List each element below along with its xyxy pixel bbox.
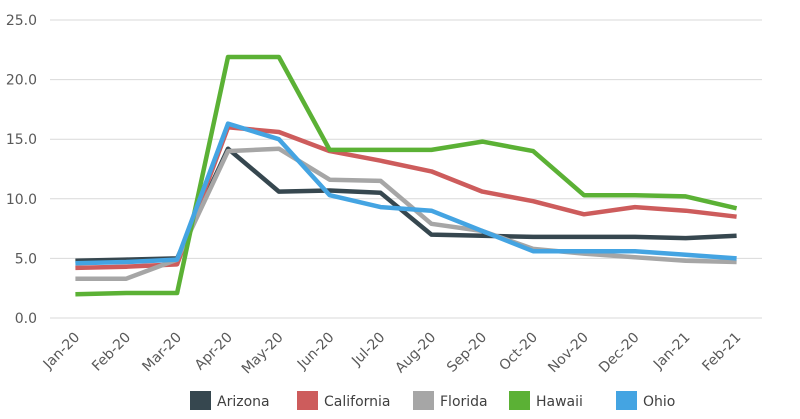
legend-swatch (190, 391, 211, 410)
x-tick-label: Mar-20 (139, 330, 185, 376)
x-tick-label: Jul-20 (348, 330, 388, 370)
x-tick-label: Dec-20 (596, 330, 643, 377)
x-axis-ticks: Jan-20 Feb-20 Mar-20 Apr-20 May-20 Jun-20 Jul-… (40, 330, 745, 378)
legend-swatch (616, 391, 637, 410)
y-tick-label: 0.0 (15, 311, 37, 327)
y-axis-ticks: 0.0 5.0 10.0 15.0 20.0 25.0 (6, 13, 37, 327)
series-line-ohio (75, 121, 737, 266)
y-tick-label: 10.0 (6, 192, 37, 208)
legend-label: California (324, 394, 390, 410)
legend-label: Ohio (643, 394, 675, 410)
x-tick-label: Jan-21 (650, 330, 693, 373)
x-tick-label: Feb-21 (699, 330, 744, 375)
legend-item-florida: Florida (413, 391, 488, 410)
legend: Arizona California Florida Hawaii Ohio (190, 391, 675, 410)
x-tick-label: May-20 (239, 330, 287, 378)
y-tick-label: 20.0 (6, 73, 37, 89)
y-tick-label: 5.0 (15, 251, 37, 267)
legend-swatch (509, 391, 530, 410)
x-tick-label: Jan-20 (40, 330, 83, 373)
legend-label: Arizona (217, 394, 270, 410)
legend-item-hawaii: Hawaii (509, 391, 583, 410)
x-tick-label: Apr-20 (192, 330, 236, 374)
x-tick-label: Jun-20 (294, 330, 338, 374)
gridlines (50, 19, 762, 319)
legend-label: Florida (440, 394, 488, 410)
legend-swatch (413, 391, 434, 410)
legend-item-arizona: Arizona (190, 391, 270, 410)
legend-item-california: California (297, 391, 390, 410)
y-tick-label: 15.0 (6, 132, 37, 148)
series-line-hawaii (75, 54, 738, 297)
x-tick-label: Aug-20 (392, 330, 439, 377)
series-lines (75, 54, 738, 297)
x-tick-label: Oct-20 (496, 330, 541, 375)
x-tick-label: Feb-20 (89, 330, 134, 375)
y-tick-label: 25.0 (6, 13, 37, 29)
x-tick-label: Sep-20 (444, 330, 490, 376)
legend-label: Hawaii (536, 394, 583, 410)
legend-item-ohio: Ohio (616, 391, 675, 410)
legend-swatch (297, 391, 318, 410)
x-tick-label: Nov-20 (545, 330, 592, 377)
